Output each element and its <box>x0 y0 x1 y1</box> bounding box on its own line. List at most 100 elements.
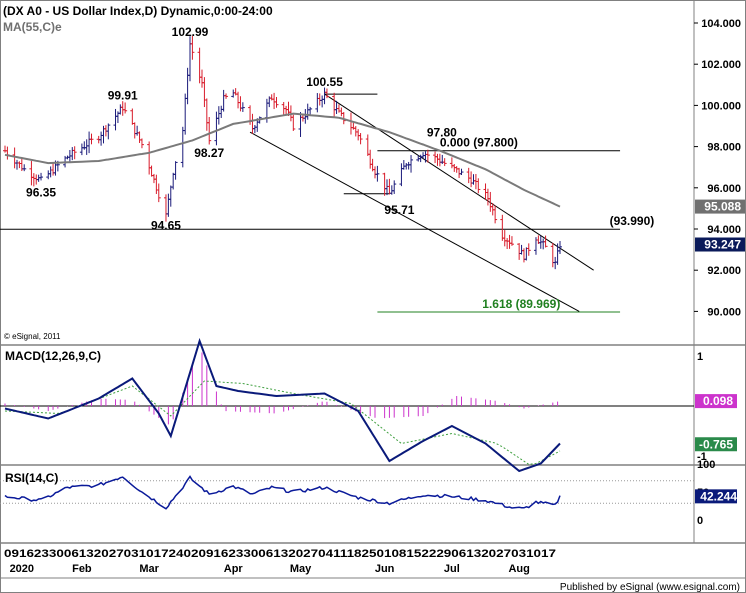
rsi-y-tick-label: 100 <box>697 459 715 471</box>
price-bar <box>358 133 363 145</box>
price-bar <box>171 172 176 190</box>
price-bar <box>373 166 377 179</box>
price-bar <box>147 141 152 175</box>
price-bar <box>51 162 56 176</box>
price-bar <box>168 185 173 207</box>
price-bar <box>507 234 512 249</box>
price-bar <box>82 141 87 150</box>
price-bar <box>183 93 188 135</box>
price-bar <box>17 161 22 169</box>
price-bar <box>29 161 34 186</box>
macd-title: MACD(12,26,9,C) <box>5 349 101 363</box>
price-bar <box>339 107 344 117</box>
price-bar <box>99 131 104 146</box>
price-bar <box>517 243 522 260</box>
price-bar <box>46 170 51 180</box>
price-value-box <box>695 237 745 252</box>
price-bar <box>500 214 505 241</box>
price-bar <box>521 248 526 263</box>
price-bar <box>236 91 241 109</box>
price-bar <box>298 112 303 137</box>
price-bar <box>382 172 387 196</box>
price-bar <box>322 87 327 105</box>
price-bar <box>67 150 72 163</box>
price-bar <box>553 256 558 270</box>
price-bar <box>375 165 380 182</box>
price-bar <box>272 92 277 110</box>
price-bar <box>156 183 161 203</box>
price-bar <box>524 247 529 261</box>
axis-layer: 104.000 102.000 100.000 98.000 96.000 94.000 9… <box>4 18 745 575</box>
y-tick-label: 92.000 <box>707 265 741 277</box>
price-bar <box>526 243 531 256</box>
macd-line <box>4 337 561 473</box>
price-bar <box>558 240 562 255</box>
price-bar <box>149 165 154 177</box>
price-bar <box>39 172 44 181</box>
price-bar <box>555 243 560 265</box>
price-bar <box>457 167 462 179</box>
price-bar <box>250 113 255 134</box>
price-bar <box>365 134 370 156</box>
price-bar <box>166 193 171 217</box>
x-month-label: Feb <box>72 563 92 575</box>
price-bar <box>291 114 296 131</box>
channel-line <box>324 93 594 271</box>
price-bar <box>224 93 229 99</box>
price-bar <box>519 244 524 255</box>
macd-value-box <box>695 437 737 452</box>
price-bar <box>132 122 137 139</box>
price-bar <box>120 101 125 116</box>
price-bar <box>31 173 36 187</box>
macd-layer <box>0 337 694 473</box>
price-bar <box>483 183 488 200</box>
price-bar <box>130 108 135 125</box>
price-annotation: 96.35 <box>26 186 56 200</box>
price-bar <box>238 96 243 112</box>
price-bar <box>3 145 7 153</box>
ma-legend: MA(55,C)e <box>3 20 62 34</box>
y-tick-label: 100.000 <box>701 100 741 112</box>
price-bar <box>332 92 337 118</box>
y-tick-label: 98.000 <box>707 142 741 154</box>
price-bar <box>353 126 358 137</box>
price-bar <box>274 97 279 108</box>
price-bar <box>70 147 75 161</box>
price-bar <box>435 153 440 166</box>
price-bar <box>543 235 548 248</box>
macd-value-label: -0.765 <box>699 437 733 451</box>
price-bar <box>252 124 257 134</box>
price-bar <box>406 161 411 170</box>
price-bar <box>348 112 353 135</box>
price-bar <box>163 194 168 222</box>
rsi-value-box <box>695 489 737 504</box>
price-bar <box>72 146 77 160</box>
price-bar <box>221 89 226 112</box>
price-bar <box>476 178 481 194</box>
price-bar <box>151 173 156 184</box>
x-month-label: Aug <box>508 563 529 575</box>
price-bar <box>305 103 310 120</box>
price-bar <box>154 174 159 195</box>
rsi-y-tick-label: 0 <box>697 515 703 527</box>
macd-value-label: 0.098 <box>703 394 733 408</box>
price-bar <box>315 93 320 113</box>
price-bar <box>356 129 361 141</box>
price-bar <box>459 168 464 176</box>
price-bar <box>541 238 546 250</box>
price-value-label: 95.088 <box>704 200 741 214</box>
chart-title: (DX A0 - US Dollar Index,D) Dynamic,0:00… <box>3 4 273 18</box>
price-bar <box>89 133 94 145</box>
price-bar <box>137 131 142 143</box>
x-month-label: Apr <box>224 563 244 575</box>
x-day-labels: 0916233006132027031017240209162330061320… <box>4 548 556 560</box>
x-month-label: 2020 <box>10 563 34 575</box>
price-bar <box>202 77 207 108</box>
price-annotation: 94.65 <box>151 219 181 233</box>
rsi-value-label: 42.244 <box>700 489 737 503</box>
price-annotation: 100.55 <box>306 75 343 89</box>
price-bar <box>485 188 490 206</box>
macd-signal-line <box>4 380 561 465</box>
price-bar <box>36 174 41 182</box>
